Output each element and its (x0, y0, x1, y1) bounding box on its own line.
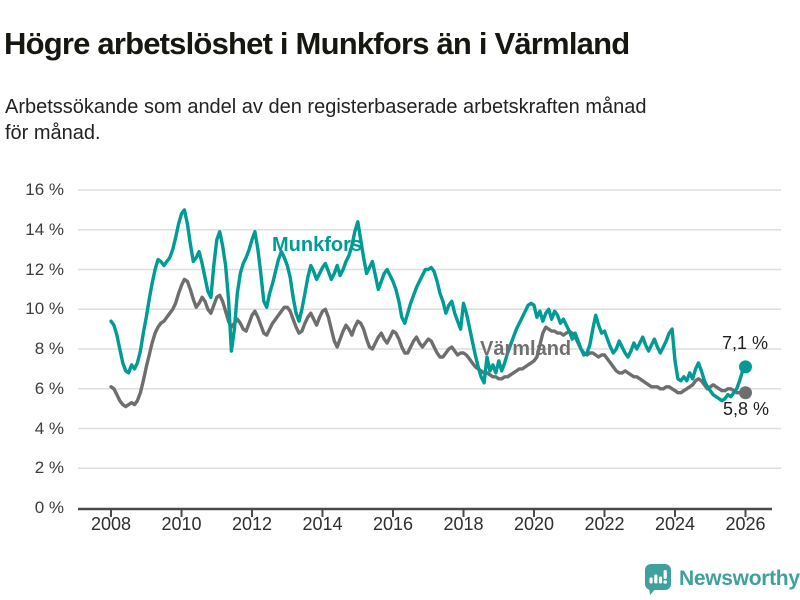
y-tick-label: 16 % (25, 180, 64, 199)
newsworthy-attribution: Newsworthy (644, 563, 800, 595)
munkfors-series-label: Munkfors (272, 234, 362, 256)
y-tick-label: 12 % (25, 259, 64, 279)
x-tick-label: 2016 (372, 514, 414, 534)
munkfors-line (109, 208, 748, 403)
x-tick-label: 2018 (443, 514, 484, 534)
y-tick-label: 10 % (25, 299, 64, 319)
x-tick-label: 2008 (90, 514, 132, 534)
page-title: Högre arbetslöshet i Munkfors än i Värml… (4, 25, 630, 61)
x-tick-label: 2010 (161, 514, 202, 534)
x-tick-label: 2012 (231, 514, 273, 534)
y-tick-label: 8 % (34, 339, 64, 358)
varmland-end-value-label: 5,8 % (723, 399, 770, 419)
x-tick-label: 2026 (725, 514, 766, 534)
munkfors-end-value-label: 7,1 % (722, 333, 769, 353)
x-tick-label: 2022 (584, 514, 625, 534)
munkfors-end-dot (739, 360, 752, 374)
newsworthy-brand-name: Newsworthy (679, 567, 800, 590)
y-tick-label: 14 % (25, 219, 64, 239)
x-tick-label: 2020 (513, 514, 555, 534)
y-tick-label: 4 % (34, 418, 64, 438)
newsworthy-logo-icon (645, 563, 671, 595)
y-tick-label: 6 % (34, 378, 64, 398)
y-tick-label: 0 % (34, 498, 64, 517)
x-tick-label: 2024 (654, 514, 696, 534)
chart-subtitle: Arbetssökande som andel av den registerb… (5, 96, 647, 144)
y-tick-label: 2 % (34, 458, 64, 478)
värmland-end-dot (739, 386, 752, 400)
x-tick-label: 2014 (302, 514, 343, 534)
värmland-line (109, 277, 748, 409)
varmland-series-label: Värmland (480, 338, 572, 360)
